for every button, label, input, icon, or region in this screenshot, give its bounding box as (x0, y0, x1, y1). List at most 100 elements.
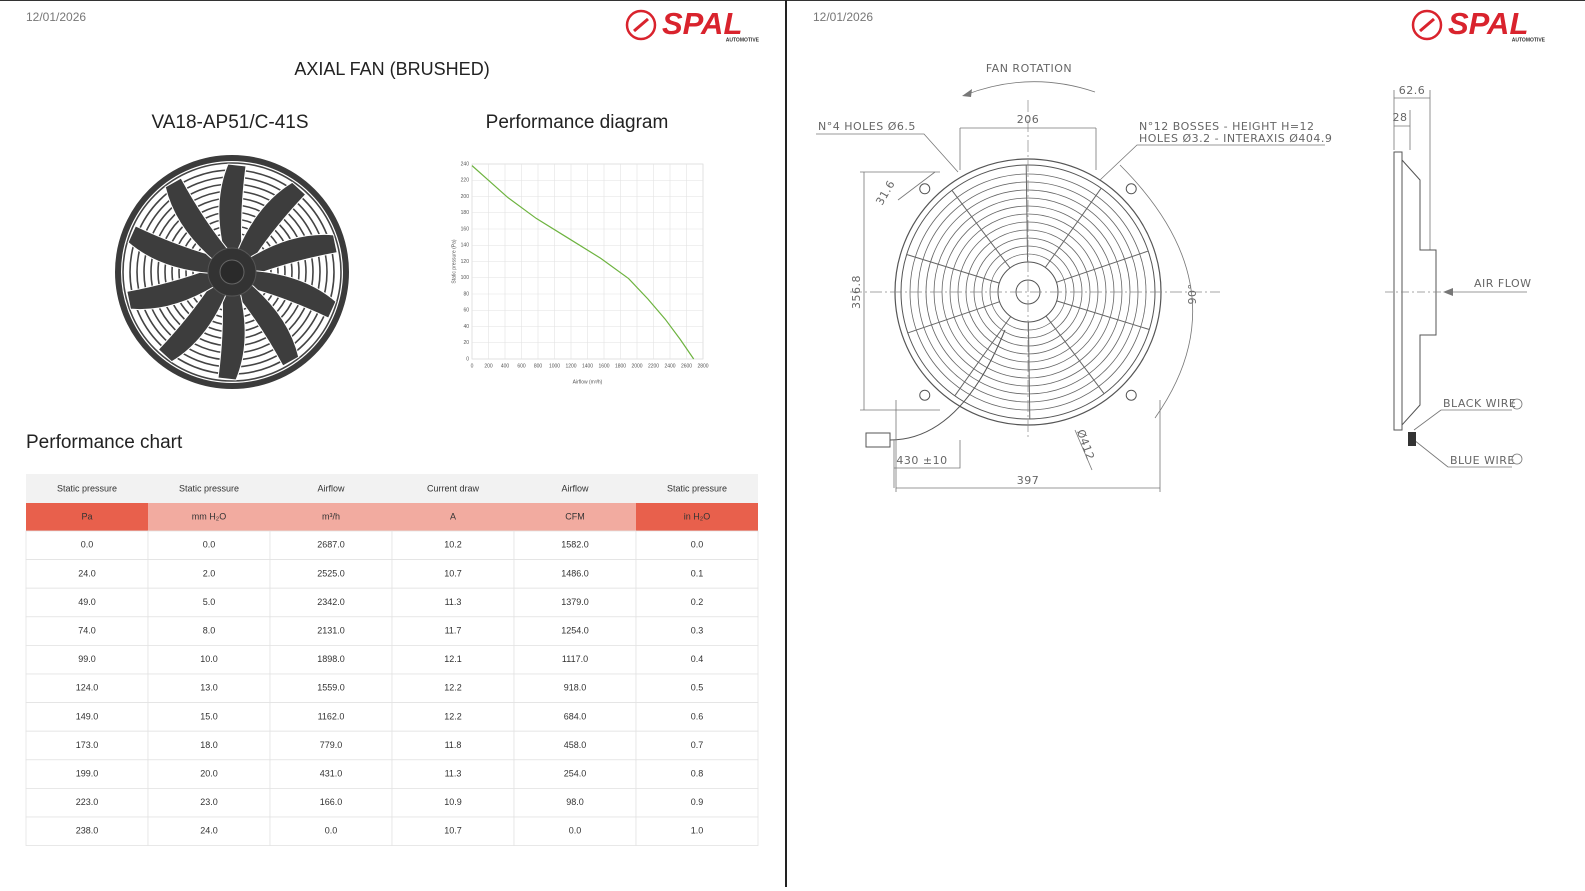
unit-label: Pa (81, 511, 92, 521)
table-cell (635, 730, 759, 761)
dimension: 397 (1017, 474, 1040, 487)
cell-value: 20.0 (200, 768, 218, 778)
unit-cell (270, 503, 392, 531)
title: AXIAL FAN (BRUSHED) (294, 59, 489, 79)
grill-spoke (1044, 187, 1102, 268)
side-frame (1393, 151, 1403, 431)
date: 12/01/2026 (813, 10, 873, 24)
y-axis-label: Static pressure (Pa) (451, 239, 457, 284)
table-cell (635, 559, 759, 589)
cell-value: 0.0 (325, 826, 338, 836)
table-cell (269, 673, 393, 704)
table-cell (513, 645, 637, 675)
table-cell (25, 530, 149, 561)
column-header: Static pressure (57, 483, 117, 493)
table-cell (635, 816, 759, 847)
cell-value: 166.0 (320, 797, 343, 807)
dimension: 62.6 (1399, 84, 1426, 97)
dimension-line (897, 171, 936, 201)
grill-spoke (1025, 165, 1029, 263)
table-cell (635, 759, 759, 789)
fan-blade (247, 270, 337, 319)
dimension-line (1393, 90, 1431, 250)
y-tick-label: 140 (461, 243, 470, 249)
x-tick-label: 2400 (664, 363, 675, 369)
table-cell (513, 788, 637, 818)
table-cell (513, 587, 637, 618)
unit-cell (636, 503, 758, 531)
table-cell (391, 587, 515, 618)
cell-value: 2131.0 (317, 625, 345, 635)
cell-value: 10.9 (444, 797, 462, 807)
logo-brand: SPAL (662, 6, 742, 41)
table-cell (391, 559, 515, 589)
dimension: 28 (1393, 111, 1408, 124)
cell-value: 0.0 (203, 540, 216, 550)
leader (1413, 409, 1512, 431)
cell-value: 98.0 (566, 797, 584, 807)
cell-value: 5.0 (203, 597, 216, 607)
table-cell (391, 730, 515, 761)
logo-mark (1419, 17, 1435, 33)
cell-value: 99.0 (78, 654, 96, 664)
table-cell (635, 788, 759, 818)
leader (1099, 144, 1325, 181)
header-row (26, 474, 758, 503)
table-cell (25, 587, 149, 618)
cell-value: 11.3 (445, 768, 462, 778)
cell-value: 13.0 (200, 683, 218, 693)
y-tick-label: 100 (461, 275, 470, 281)
table-cell (391, 788, 515, 818)
cell-value: 8.0 (203, 625, 216, 635)
cell-value: 10.2 (444, 540, 462, 550)
logo-mark (625, 9, 657, 41)
unit-cell (26, 503, 148, 531)
table-cell (269, 530, 393, 561)
table-cell (147, 673, 271, 704)
x-tick-label: 2800 (697, 363, 708, 369)
dimension: Ø412 (1074, 428, 1097, 462)
table-cell (269, 645, 393, 675)
cell-value: 0.6 (691, 711, 704, 721)
fan-blade (127, 225, 217, 274)
side-connector (1408, 432, 1416, 446)
table-cell (147, 559, 271, 589)
logo-tagline: AUTOMOTIVE (726, 37, 760, 43)
x-tick-label: 800 (534, 363, 543, 369)
grill-spoke (1045, 315, 1105, 394)
grill-spoke (907, 301, 1000, 334)
cell-value: 74.0 (78, 625, 96, 635)
fan-ring (115, 155, 349, 389)
y-tick-label: 240 (461, 161, 470, 167)
table-cell (513, 702, 637, 732)
table-cell (269, 730, 393, 761)
cell-value: 918.0 (564, 683, 587, 693)
table-cell (25, 616, 149, 646)
y-tick-label: 200 (461, 194, 470, 200)
table-cell (147, 702, 271, 732)
dimension: 356.8 (850, 275, 863, 309)
table-cell (513, 673, 637, 704)
logo-mark (633, 17, 649, 33)
y-tick-label: 220 (461, 178, 470, 184)
cell-value: 0.4 (691, 654, 704, 664)
leader (816, 133, 959, 173)
table-cell (391, 673, 515, 704)
y-tick-label: 60 (463, 308, 469, 314)
cell-value: 1117.0 (562, 654, 588, 664)
cell-value: 0.0 (691, 540, 704, 550)
cell-value: 238.0 (76, 826, 99, 836)
cell-value: 24.0 (200, 826, 218, 836)
table-cell (269, 788, 393, 818)
mount-hole (1125, 389, 1137, 401)
cell-value: 1582.0 (561, 540, 589, 550)
table-cell (25, 645, 149, 675)
cell-value: 0.1 (691, 568, 704, 578)
y-tick-label: 20 (463, 340, 469, 346)
label: FAN ROTATION (986, 62, 1072, 75)
dimension: 206 (1017, 113, 1040, 126)
dimension-arc (1119, 164, 1193, 419)
mount-hole (919, 389, 931, 401)
